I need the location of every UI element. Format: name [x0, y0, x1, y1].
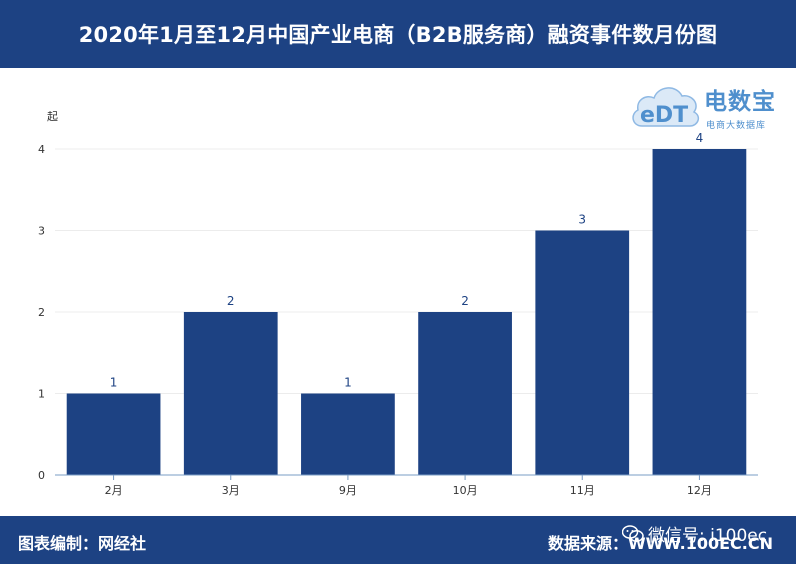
bar-value-label: 2 — [227, 294, 235, 308]
y-axis-label: 起 — [47, 110, 58, 123]
y-tick-label: 3 — [38, 225, 45, 238]
wechat-icon — [622, 524, 644, 542]
logo-mark-text: eDT — [640, 103, 688, 128]
x-tick-label: 3月 — [222, 484, 240, 497]
x-tick-label: 9月 — [339, 484, 357, 497]
bar-value-label: 1 — [110, 376, 118, 390]
x-tick-label: 12月 — [687, 484, 712, 497]
bar-value-label: 4 — [696, 131, 704, 145]
bar — [535, 230, 630, 475]
cloud-logo-icon: eDT — [632, 87, 700, 128]
wechat-watermark: 微信号: i100ec — [622, 521, 767, 546]
y-tick-label: 2 — [38, 306, 45, 319]
bar — [66, 393, 161, 475]
logo-tagline: 电商大数据库 — [706, 121, 767, 131]
x-tick-label: 2月 — [105, 484, 123, 497]
bars: 1 2 1 2 3 4 — [66, 131, 747, 475]
header-bar: 2020年1月至12月中国产业电商（B2B服务商）融资事件数月份图 — [0, 0, 796, 68]
x-tick-label: 10月 — [453, 484, 478, 497]
logo: eDT 电数宝 电商大数据库 — [628, 74, 788, 136]
footer-credit: 图表编制：网经社 — [18, 534, 147, 553]
grid-lines — [55, 148, 758, 394]
x-tick-label: 11月 — [570, 484, 595, 497]
bar — [652, 149, 747, 475]
y-tick-label: 1 — [38, 388, 45, 401]
x-axis: 2月 3月 9月 10月 11月 12月 — [55, 474, 758, 497]
footer-source: 数据来源：WWW.100EC.CN — [548, 534, 774, 553]
y-tick-label: 4 — [38, 143, 45, 156]
bar-value-label: 2 — [461, 294, 469, 308]
bar-value-label: 3 — [578, 213, 586, 227]
y-axis: 0 1 2 3 4 — [38, 143, 45, 482]
logo-brand: 电数宝 — [704, 89, 776, 115]
bar — [418, 312, 512, 475]
bar-value-label: 1 — [344, 376, 352, 390]
bar-chart: 0 1 2 3 4 起 1 2 1 2 3 4 2月 3月 9月 10月 11月 12月 — [38, 110, 758, 497]
y-tick-label: 0 — [38, 469, 45, 482]
footer-bar: 图表编制：网经社 数据来源：WWW.100EC.CN — [0, 516, 796, 564]
bar — [183, 312, 278, 475]
wechat-id: 微信号: i100ec — [648, 526, 768, 546]
page-title: 2020年1月至12月中国产业电商（B2B服务商）融资事件数月份图 — [78, 23, 718, 47]
bar — [301, 393, 395, 475]
